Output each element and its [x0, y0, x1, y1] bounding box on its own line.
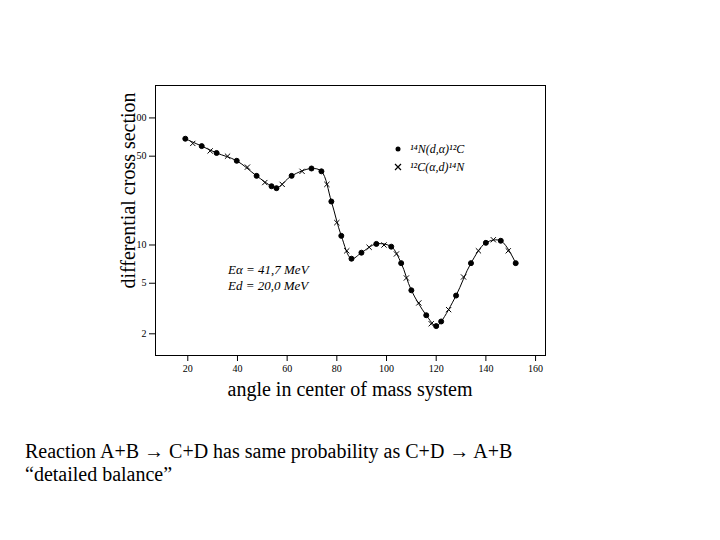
svg-text:140: 140	[478, 363, 493, 374]
svg-text:120: 120	[429, 363, 444, 374]
svg-text:160: 160	[528, 363, 543, 374]
svg-text:2: 2	[142, 328, 147, 339]
svg-text:5: 5	[142, 277, 147, 288]
svg-text:20: 20	[183, 363, 193, 374]
svg-text:80: 80	[332, 363, 342, 374]
svg-text:60: 60	[282, 363, 292, 374]
svg-text:40: 40	[232, 363, 242, 374]
svg-text:100: 100	[379, 363, 394, 374]
